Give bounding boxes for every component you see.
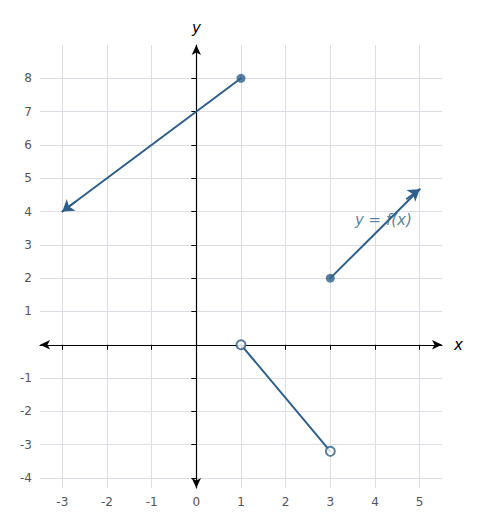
svg-text:8: 8 [24,71,32,85]
svg-text:3: 3 [24,238,32,252]
svg-text:4: 4 [24,205,32,219]
svg-text:1: 1 [24,304,32,318]
svg-text:-3: -3 [20,438,32,452]
svg-text:1: 1 [237,495,245,509]
svg-text:-4: -4 [20,471,32,485]
svg-text:-3: -3 [56,495,68,509]
svg-text:0: 0 [193,495,201,509]
svg-text:-1: -1 [20,371,32,385]
svg-text:-1: -1 [146,495,158,509]
svg-text:4: 4 [371,495,379,509]
svg-text:y = f(x): y = f(x) [354,211,412,229]
svg-text:6: 6 [24,138,32,152]
svg-text:-2: -2 [101,495,113,509]
svg-text:5: 5 [416,495,424,509]
svg-text:y: y [191,19,202,37]
svg-text:x: x [453,336,463,354]
svg-text:2: 2 [24,271,32,285]
svg-text:-2: -2 [20,404,32,418]
svg-text:7: 7 [24,105,32,119]
svg-text:3: 3 [327,495,335,509]
svg-text:2: 2 [282,495,290,509]
svg-text:5: 5 [24,171,32,185]
